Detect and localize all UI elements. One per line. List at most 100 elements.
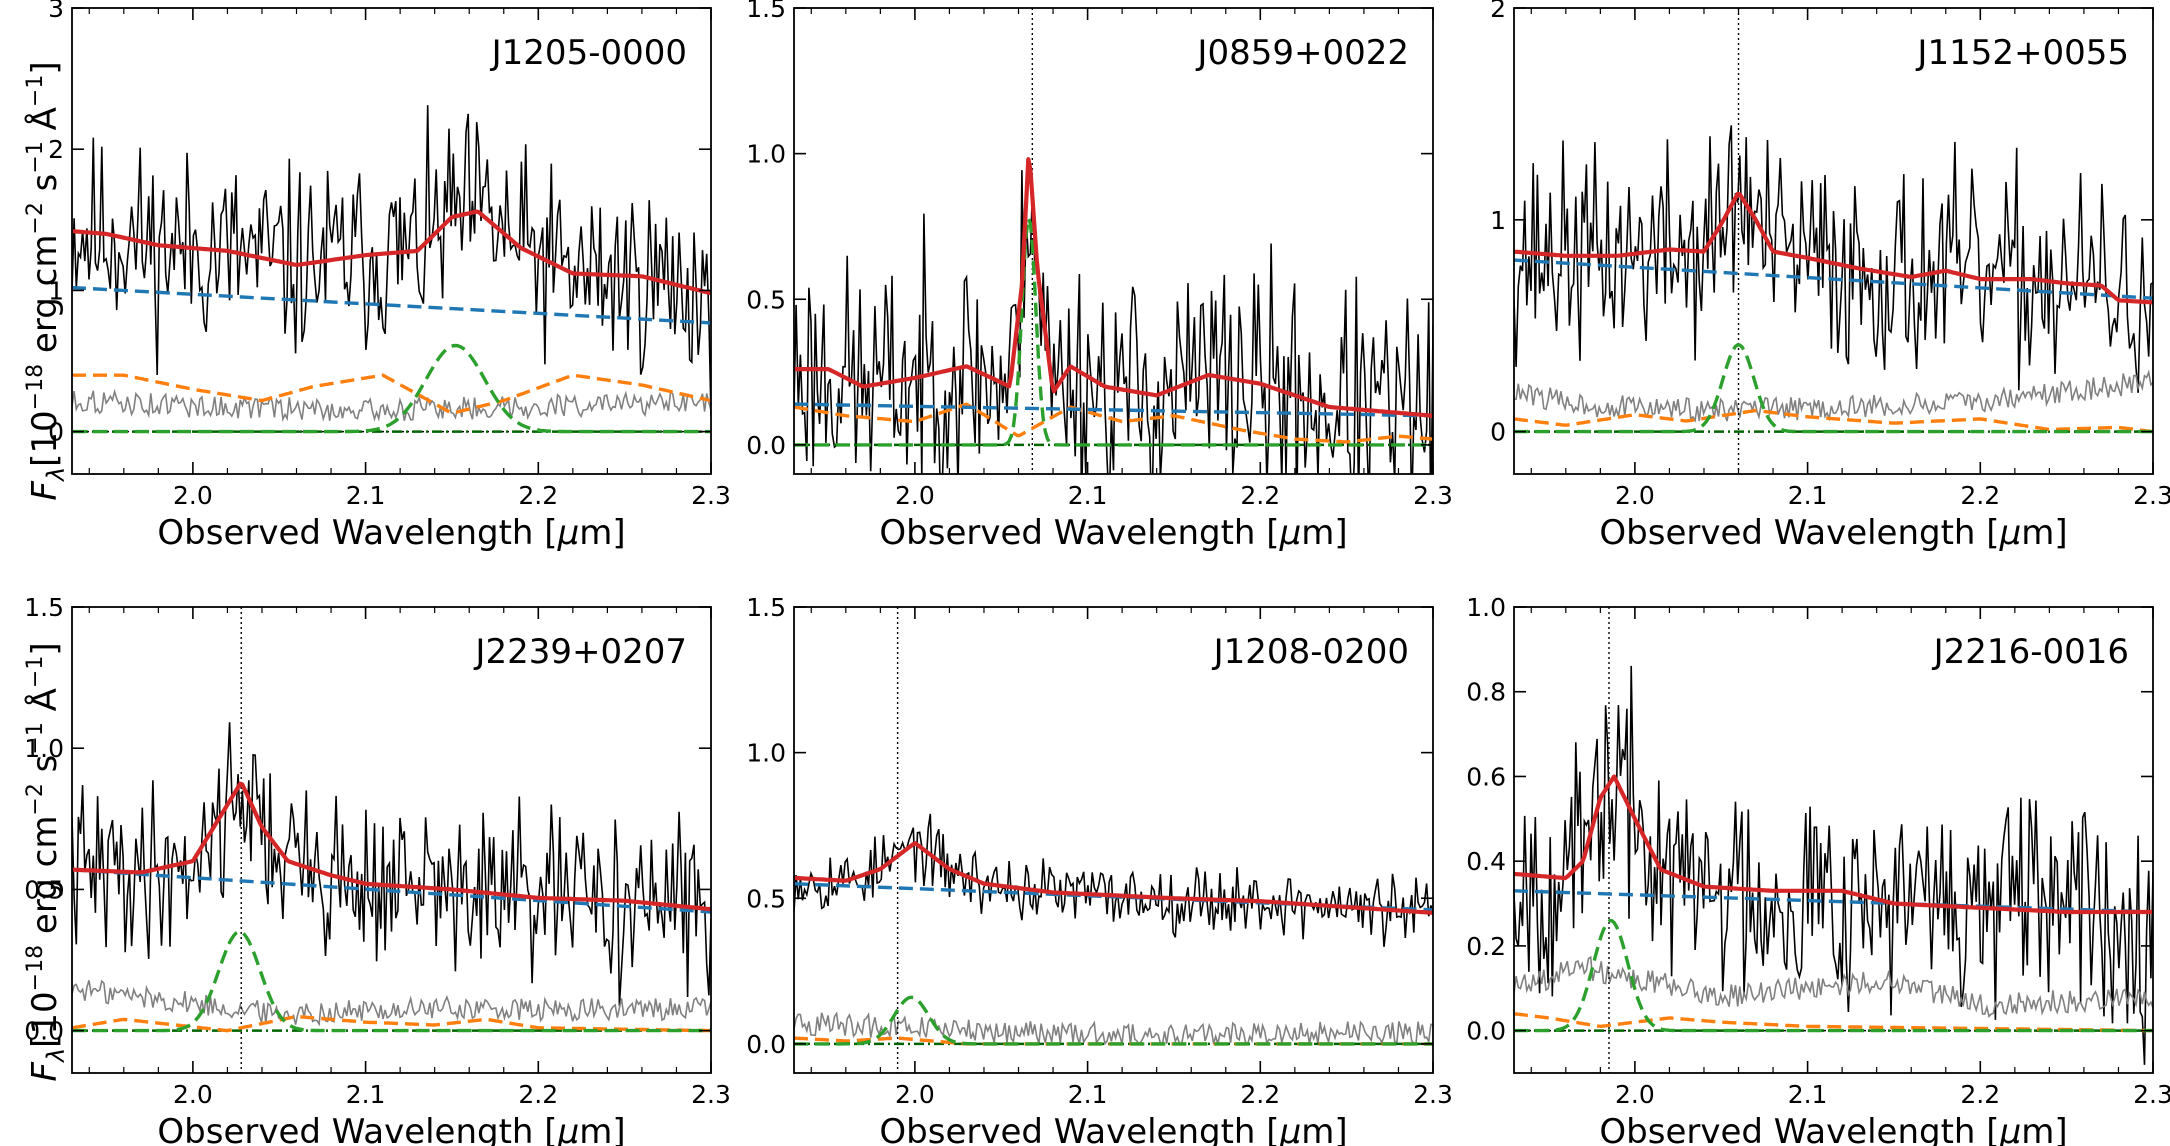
x-tick-label: 2.3 xyxy=(2133,1080,2170,1109)
x-axis-label-mu: μ xyxy=(1999,1112,2022,1146)
ylabel-open: [10 xyxy=(25,410,65,467)
axes-frame xyxy=(71,7,712,475)
total-fit-line xyxy=(794,841,1433,915)
y-tick-label: 0.2 xyxy=(1466,932,1506,961)
plot-area xyxy=(72,607,711,1073)
continuum-line xyxy=(1514,889,2153,914)
y-tick-label: 0 xyxy=(48,418,64,447)
panel-title: J0859+0022 xyxy=(1195,33,1409,73)
continuum-line xyxy=(72,868,711,914)
ylabel-a-exp: −1 xyxy=(23,75,48,107)
noise-spectrum-line xyxy=(1514,369,2153,423)
feii-component-line xyxy=(72,1014,711,1033)
feii-component-line xyxy=(72,373,711,415)
x-tick-label: 2.1 xyxy=(1068,481,1108,510)
x-tick-label: 2.2 xyxy=(518,481,558,510)
y-tick-label: 0.4 xyxy=(1466,847,1506,876)
x-axis-label-mu: μ xyxy=(1279,1112,1302,1146)
x-axis-label-text: Observed Wavelength [ xyxy=(1599,513,1999,553)
spectrum-line xyxy=(72,105,711,417)
x-axis-label: Observed Wavelength [μm] xyxy=(1599,1112,2067,1146)
panel-j2239+0207: 2.0 2.1 2.2 2.3 0.0 0.5 1.0 1.5 Observed Wavelen… xyxy=(24,593,731,1146)
panel-title: J1152+0055 xyxy=(1915,33,2129,73)
plot-area xyxy=(1514,607,2153,1073)
x-tick-label: 2.1 xyxy=(346,1080,386,1109)
panel-title: J1208-0200 xyxy=(1212,632,1409,672)
x-tick-label: 2.3 xyxy=(1413,1080,1453,1109)
ylabel-s-exp: −1 xyxy=(23,141,48,173)
y-tick-label: 0.0 xyxy=(1466,1017,1506,1046)
x-tick-label: 2.2 xyxy=(1960,1080,2000,1109)
x-tick-label: 2.0 xyxy=(173,481,213,510)
y-tick-label: 0.5 xyxy=(746,285,786,314)
feii-component-line xyxy=(1514,408,2153,434)
plot-area xyxy=(72,105,711,434)
y-axis-label-bottom: Fλ[10−18 erg cm−2 s−1 Å−1] xyxy=(23,642,70,1081)
y-tick-label: 0.8 xyxy=(1466,678,1506,707)
x-axis-label-text: Observed Wavelength [ xyxy=(879,1112,1279,1146)
feii-component-line xyxy=(1514,1012,2153,1033)
feii-component-line xyxy=(794,402,1433,444)
ylabel-sub: λ xyxy=(42,467,70,483)
ylabel-exp: −18 xyxy=(23,364,48,410)
ylabel-cm-exp: −2 xyxy=(23,783,48,815)
x-axis-label: Observed Wavelength [μm] xyxy=(879,1112,1347,1146)
panel-j1205-0000: 2.0 2.1 2.2 2.3 0 1 2 3 Observed Wavelength [μm]… xyxy=(48,0,731,553)
total-fit-line xyxy=(1514,774,2153,915)
panel-title: J2239+0207 xyxy=(473,632,687,672)
x-axis-label-unit: m] xyxy=(579,1112,625,1146)
x-tick-label: 2.1 xyxy=(346,481,386,510)
x-axis-label-unit: m] xyxy=(1301,513,1347,553)
ylabel-cm-exp: −2 xyxy=(23,202,48,234)
y-tick-label: 2 xyxy=(48,135,64,164)
broad-line-component xyxy=(794,212,1433,447)
x-axis-label-unit: m] xyxy=(1301,1112,1347,1146)
x-axis-label-text: Observed Wavelength [ xyxy=(157,1112,557,1146)
axes-frame xyxy=(793,606,1434,1074)
y-axis-label-top: Fλ[10−18 erg cm−2 s−1 Å−1] xyxy=(23,61,70,500)
x-tick-label: 2.0 xyxy=(1615,1080,1655,1109)
x-tick-label: 2.0 xyxy=(173,1080,213,1109)
x-tick-label: 2.1 xyxy=(1788,1080,1828,1109)
ylabel-close: ] xyxy=(25,642,65,655)
x-tick-label: 2.2 xyxy=(518,1080,558,1109)
y-tick-label: 0.0 xyxy=(746,1030,786,1059)
x-tick-label: 2.3 xyxy=(691,1080,731,1109)
plot-area xyxy=(794,607,1433,1073)
y-tick-label: 0.5 xyxy=(746,884,786,913)
y-tick-label: 1.5 xyxy=(24,593,64,622)
ylabel-f: F xyxy=(25,481,65,501)
x-tick-label: 2.2 xyxy=(1240,481,1280,510)
svg-text:Fλ[10−18 erg cm−2 s−1 Å−1]: Fλ[10−18 erg cm−2 s−1 Å−1] xyxy=(23,642,70,1081)
axes-frame xyxy=(1513,606,2154,1074)
x-tick-label: 2.2 xyxy=(1960,481,2000,510)
noise-spectrum-line xyxy=(794,1011,1433,1046)
ylabel-a: Å xyxy=(24,688,65,722)
ylabel-unit: erg cm xyxy=(25,235,65,364)
x-axis-label-mu: μ xyxy=(1279,513,1302,553)
x-axis-label-text: Observed Wavelength [ xyxy=(879,513,1279,553)
ylabel-f: F xyxy=(25,1062,65,1082)
ylabel-a-exp: −1 xyxy=(23,656,48,688)
broad-line-component xyxy=(1514,918,2153,1033)
spectrum-line xyxy=(72,722,711,1006)
continuum-line xyxy=(1514,258,2153,300)
ylabel-open: [10 xyxy=(25,991,65,1048)
broad-line-component xyxy=(72,343,711,434)
continuum-line xyxy=(794,402,1433,418)
y-tick-label: 1.0 xyxy=(24,734,64,763)
x-tick-label: 2.3 xyxy=(2133,481,2170,510)
y-tick-label: 1.5 xyxy=(746,593,786,622)
ylabel-close: ] xyxy=(25,61,65,74)
noise-spectrum-line xyxy=(72,388,711,423)
noise-spectrum-line xyxy=(72,979,711,1027)
x-tick-label: 2.0 xyxy=(895,481,935,510)
ylabel-s: s xyxy=(25,755,65,784)
x-axis-label-unit: m] xyxy=(579,513,625,553)
total-fit-line xyxy=(72,209,711,296)
plot-area xyxy=(794,8,1433,474)
spectrum-line xyxy=(794,170,1433,474)
y-tick-label: 3 xyxy=(48,0,64,23)
y-tick-label: 1 xyxy=(48,276,64,305)
